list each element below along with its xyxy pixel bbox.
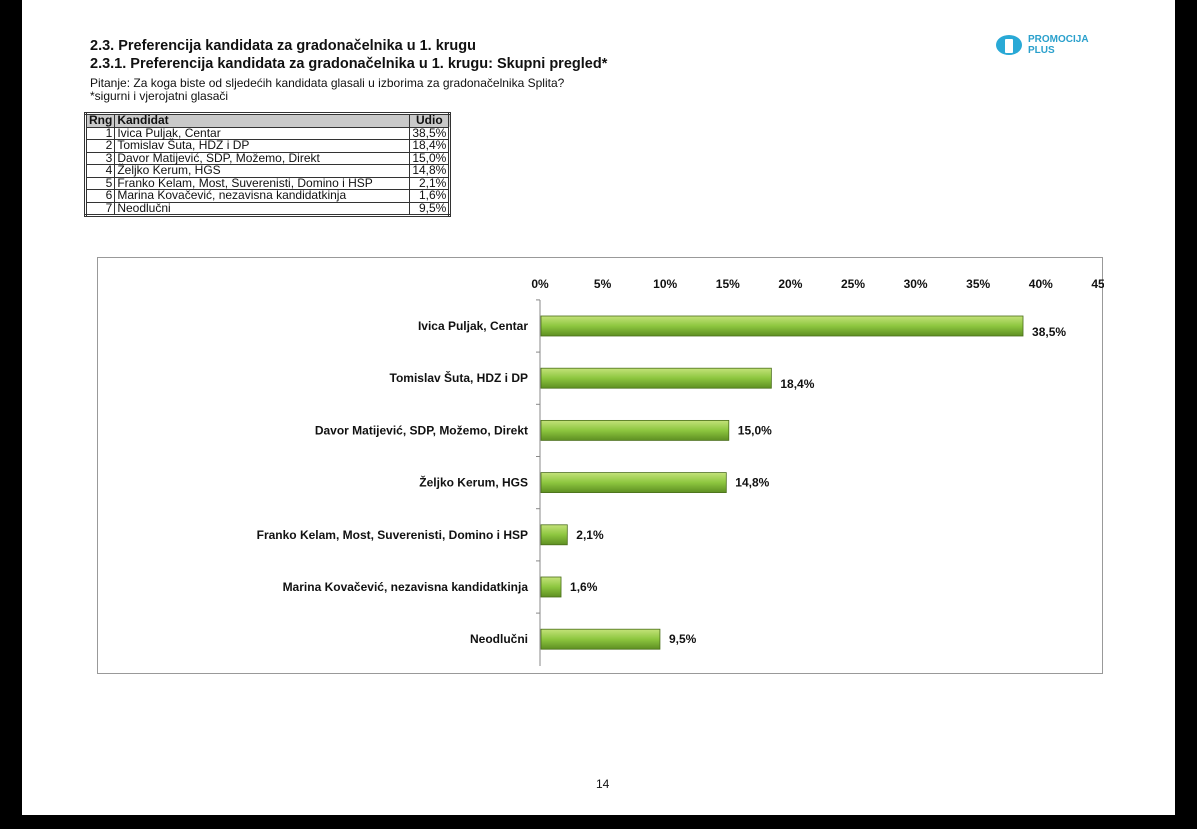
data-label: 2,1% (576, 528, 604, 542)
data-label: 18,4% (780, 377, 814, 391)
bar (540, 315, 1024, 337)
note-text: *sigurni i vjerojatni glasači (90, 89, 229, 103)
table-row: 3 Davor Matijević, SDP, Možemo, Direkt 15,… (84, 151, 451, 165)
bar (540, 367, 772, 389)
document-page: 2.3. Preferencija kandidata za gradonače… (22, 0, 1175, 815)
x-tick-label: 5% (594, 277, 612, 291)
x-tick-label: 45% (1091, 277, 1104, 291)
table-row: 6 Marina Kovačević, nezavisna kandidatkin… (84, 189, 451, 203)
category-label: Franko Kelam, Most, Suverenisti, Domino … (257, 528, 528, 542)
x-tick-label: 15% (716, 277, 740, 291)
bar (540, 628, 661, 650)
subsection-title: 2.3.1. Preferencija kandidata za gradona… (90, 56, 608, 72)
logo-line2: PLUS (1028, 45, 1055, 56)
results-table: Rng Kandidat Udio 1 Ivica Puljak, Centar 3… (84, 112, 452, 217)
table-row: 7 Neodlučni 9,5% (84, 201, 451, 216)
col-header-share: Udio (409, 113, 451, 128)
section-title: 2.3. Preferencija kandidata za gradonače… (90, 38, 477, 54)
candidate-cell: Davor Matijević, SDP, Možemo, Direkt (114, 151, 411, 165)
x-tick-label: 25% (841, 277, 865, 291)
logo-icon (996, 35, 1022, 55)
rank-cell: 7 (84, 201, 116, 216)
question-text: Pitanje: Za koga biste od sljedećih kand… (90, 76, 565, 90)
data-label: 15,0% (738, 423, 772, 437)
x-tick-label: 30% (904, 277, 928, 291)
bar (540, 419, 730, 441)
promocija-plus-logo: PROMOCIJA PLUS (996, 34, 1089, 56)
bar-chart: 0% 5% 10% 15% 20% 25% 30% 35% 40% 45% Ivica Puljak… (97, 257, 1104, 674)
data-label: 14,8% (735, 476, 769, 490)
x-tick-label: 20% (778, 277, 802, 291)
data-label: 38,5% (1032, 325, 1066, 339)
bar (540, 472, 727, 494)
bar (540, 576, 562, 598)
x-tick-label: 10% (653, 277, 677, 291)
category-label: Željko Kerum, HGS (419, 475, 528, 490)
x-tick-label: 0% (531, 277, 549, 291)
category-label: Marina Kovačević, nezavisna kandidatkinj… (283, 580, 529, 594)
category-label: Ivica Puljak, Centar (418, 319, 528, 333)
col-header-rank: Rng (84, 113, 116, 128)
bar (540, 524, 568, 546)
category-label: Neodlučni (470, 632, 528, 646)
category-label: Tomislav Šuta, HDZ i DP (390, 370, 528, 385)
category-label: Davor Matijević, SDP, Možemo, Direkt (315, 423, 528, 437)
candidate-cell: Neodlučni (114, 201, 411, 216)
data-label: 9,5% (669, 632, 697, 646)
col-header-candidate: Kandidat (114, 113, 411, 128)
data-label: 1,6% (570, 580, 598, 594)
logo-line1: PROMOCIJA (1028, 34, 1089, 45)
table-row: 4 Željko Kerum, HGS 14,8% (84, 164, 451, 178)
x-tick-label: 35% (966, 277, 990, 291)
share-cell: 9,5% (409, 201, 451, 216)
page-number: 14 (596, 777, 610, 791)
x-tick-label: 40% (1029, 277, 1053, 291)
